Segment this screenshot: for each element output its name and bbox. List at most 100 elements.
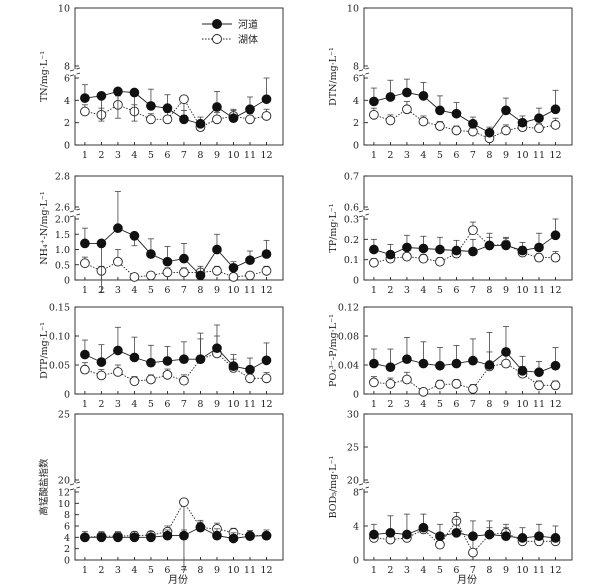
y-tick-label: 0.08 xyxy=(338,332,359,343)
data-point-river xyxy=(146,357,156,368)
data-point-lake xyxy=(80,258,90,269)
x-tick-label: 7 xyxy=(470,285,476,296)
data-point-lake xyxy=(129,376,140,387)
data-point-lake xyxy=(96,370,107,381)
plot-frame xyxy=(74,7,284,146)
data-point-lake xyxy=(468,225,478,236)
axis-break-gap xyxy=(74,483,77,489)
x-tick-label: 8 xyxy=(197,565,203,576)
x-tick-label: 5 xyxy=(437,285,443,296)
y-axis-title: 高锰酸盐指数 xyxy=(38,458,50,516)
y-tick-label: 0 xyxy=(353,276,359,287)
data-point-lake xyxy=(451,125,462,136)
x-tick-label: 8 xyxy=(486,399,492,410)
data-point-river xyxy=(195,354,206,365)
data-point-lake xyxy=(245,373,255,384)
x-tick-label: 5 xyxy=(148,150,154,161)
x-tick-label: 7 xyxy=(470,399,476,410)
data-point-river xyxy=(113,345,123,356)
y-tick-label: 0.2 xyxy=(344,235,359,246)
y-tick-label: 0 xyxy=(64,390,70,401)
x-tick-label: 8 xyxy=(486,150,492,161)
x-tick-label: 8 xyxy=(197,399,203,410)
data-point-river xyxy=(501,531,511,542)
data-point-river xyxy=(435,244,445,255)
series-line-river xyxy=(84,347,267,371)
data-point-lake xyxy=(534,380,544,391)
data-point-river xyxy=(228,262,239,273)
data-point-river xyxy=(369,244,379,255)
data-point-lake xyxy=(385,379,396,389)
data-point-river xyxy=(534,367,544,378)
x-tick-label: 12 xyxy=(549,399,561,410)
x-tick-label: 5 xyxy=(148,565,154,576)
y-tick-label: 30 xyxy=(347,410,359,421)
x-tick-label: 11 xyxy=(244,150,256,161)
data-point-river xyxy=(550,533,561,543)
data-point-river xyxy=(228,113,239,124)
series-line-river xyxy=(373,92,556,134)
data-point-lake xyxy=(261,373,272,384)
x-tick-label: 10 xyxy=(516,150,528,161)
data-point-river xyxy=(468,246,478,257)
data-point-river xyxy=(418,522,429,533)
y-tick-label: 0 xyxy=(353,141,359,152)
y-tick-label: 25 xyxy=(58,410,70,421)
series-line-river xyxy=(84,526,267,539)
data-point-river xyxy=(245,255,255,266)
y-tick-label: 2 xyxy=(64,118,70,129)
x-tick-label: 1 xyxy=(371,565,377,576)
data-point-lake xyxy=(162,267,173,278)
y-tick-label: 0.3 xyxy=(344,215,359,226)
data-point-lake xyxy=(402,374,412,385)
x-tick-label: 8 xyxy=(197,150,203,161)
x-tick-label: 5 xyxy=(437,399,443,410)
x-tick-label: 5 xyxy=(148,399,154,410)
data-point-river xyxy=(385,92,396,102)
data-point-river xyxy=(451,358,462,369)
data-point-river xyxy=(179,530,189,541)
data-point-lake xyxy=(369,377,379,388)
y-axis-title: TP/mg·L⁻¹ xyxy=(328,203,339,252)
x-tick-label: 12 xyxy=(260,150,272,161)
x-tick-label: 7 xyxy=(470,565,476,576)
y-tick-label: 8 xyxy=(353,62,359,73)
data-point-lake xyxy=(418,386,429,397)
data-point-river xyxy=(179,354,189,365)
y-tick-label: 1.5 xyxy=(55,230,70,241)
data-point-river xyxy=(369,529,379,540)
axis-break-gap xyxy=(363,69,366,75)
data-point-lake xyxy=(245,270,255,281)
data-point-river xyxy=(517,365,528,376)
x-tick-label: 7 xyxy=(181,150,187,161)
data-point-lake xyxy=(212,114,222,125)
x-tick-label: 12 xyxy=(549,285,561,296)
data-point-lake xyxy=(80,106,90,117)
data-point-river xyxy=(501,105,511,116)
x-tick-label: 1 xyxy=(82,399,88,410)
x-tick-label: 2 xyxy=(98,150,104,161)
y-tick-label: 0.05 xyxy=(49,361,70,372)
y-axis-title: TN/mg·L⁻¹ xyxy=(39,51,50,102)
data-point-river xyxy=(451,108,462,119)
chart-panel-3: 00.51.01.52.02.62.8123456789101112NH₄⁺-N… xyxy=(39,172,284,296)
data-point-river xyxy=(435,105,445,116)
x-tick-label: 6 xyxy=(164,150,170,161)
y-tick-label: 2.0 xyxy=(55,215,70,226)
x-tick-label: 12 xyxy=(260,399,272,410)
data-point-lake xyxy=(501,358,511,369)
x-tick-label: 4 xyxy=(420,565,426,576)
data-point-river xyxy=(195,118,206,129)
x-tick-label: 10 xyxy=(516,399,528,410)
data-point-lake xyxy=(369,257,379,268)
x-tick-label: 4 xyxy=(420,150,426,161)
data-point-river xyxy=(129,532,140,543)
x-tick-label: 11 xyxy=(533,399,545,410)
data-point-lake xyxy=(385,115,396,126)
x-tick-label: 1 xyxy=(82,565,88,576)
data-point-river xyxy=(484,127,495,138)
data-point-river xyxy=(534,113,544,124)
x-tick-label: 1 xyxy=(371,399,377,410)
